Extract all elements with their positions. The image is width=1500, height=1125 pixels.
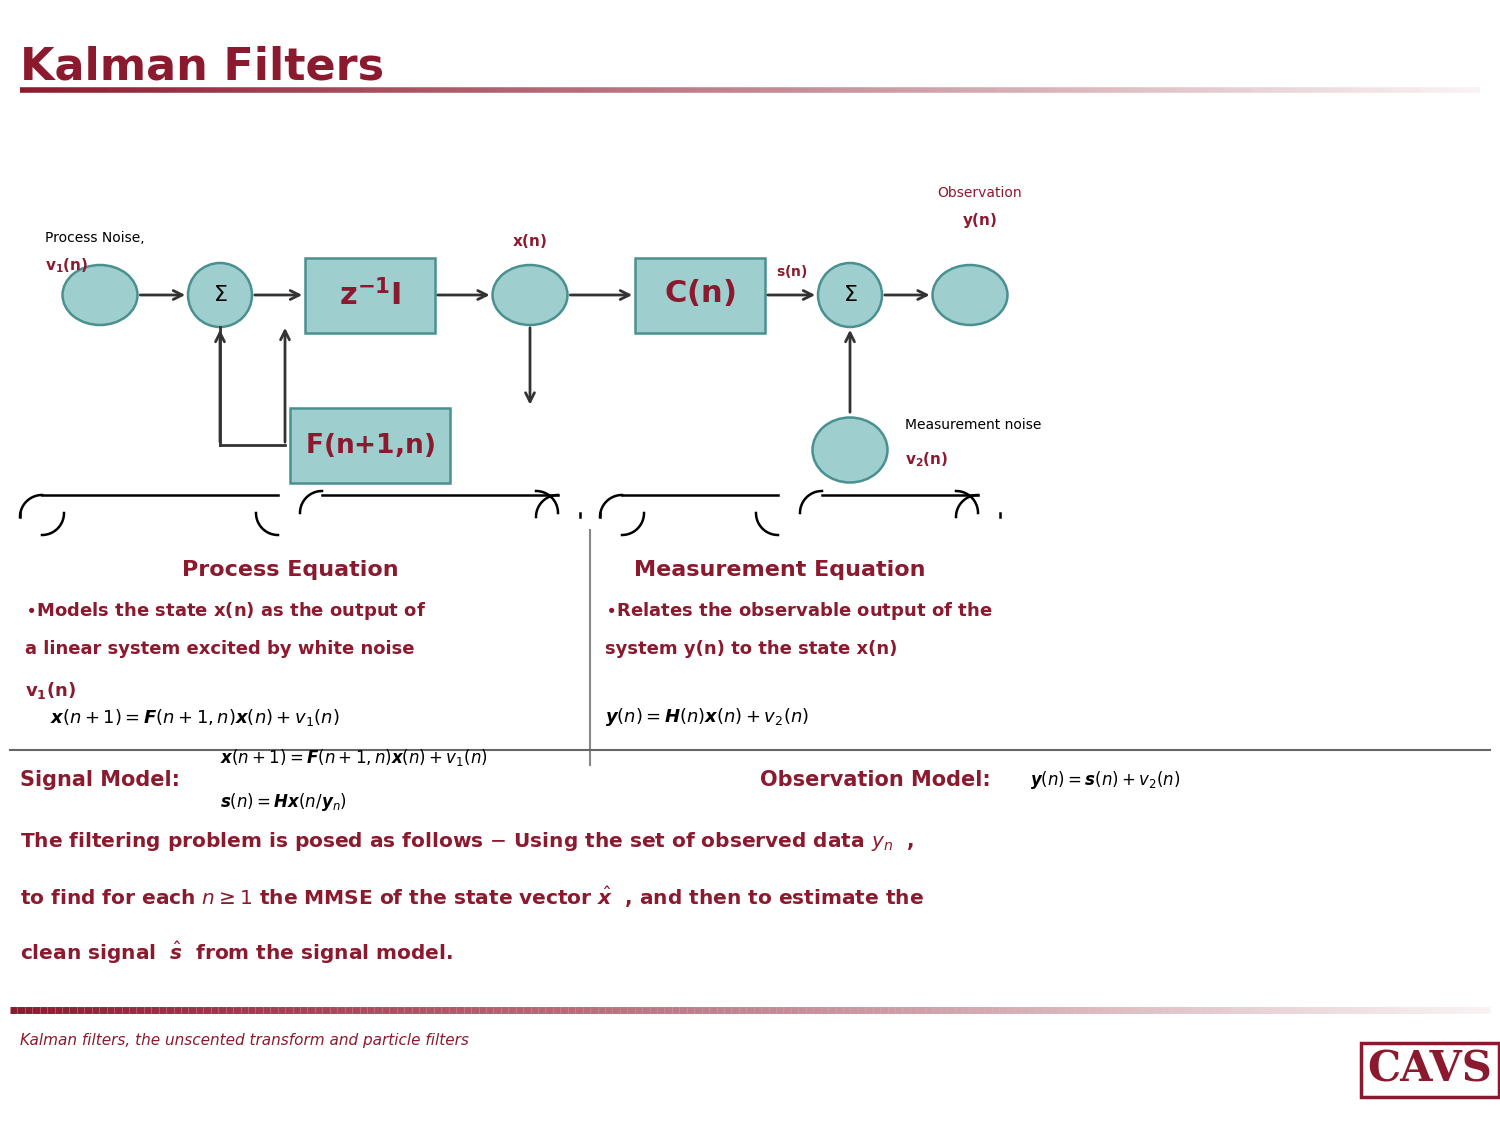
Text: $\boldsymbol{y}(n)=\boldsymbol{s}(n)+v_2(n)$: $\boldsymbol{y}(n)=\boldsymbol{s}(n)+v_2… [1030, 770, 1180, 791]
Text: $\mathbf{s}$(n): $\mathbf{s}$(n) [776, 263, 807, 280]
Text: Measurement Equation: Measurement Equation [634, 560, 926, 580]
Ellipse shape [63, 266, 138, 325]
Ellipse shape [813, 417, 888, 483]
Text: $\mathbf{y}$(n): $\mathbf{y}$(n) [963, 212, 998, 230]
FancyBboxPatch shape [634, 258, 765, 333]
Text: CAVS: CAVS [1368, 1048, 1492, 1091]
Text: to find for each $n\geq1$ the MMSE of the state vector $\hat{\boldsymbol{x}}$  ,: to find for each $n\geq1$ the MMSE of th… [20, 885, 924, 910]
Text: Observation Model:: Observation Model: [760, 770, 990, 790]
Text: $\mathbf{v_2}$(n): $\mathbf{v_2}$(n) [904, 451, 948, 469]
FancyBboxPatch shape [290, 407, 450, 483]
Text: Kalman filters, the unscented transform and particle filters: Kalman filters, the unscented transform … [20, 1033, 470, 1047]
Text: Process Equation: Process Equation [182, 560, 399, 580]
Text: Kalman Filters: Kalman Filters [20, 45, 384, 88]
Text: clean signal  $\hat{\boldsymbol{s}}$  from the signal model.: clean signal $\hat{\boldsymbol{s}}$ from… [20, 940, 453, 966]
Text: $\boldsymbol{s}(n)=\boldsymbol{H}\boldsymbol{x}(n/\boldsymbol{y}_n)$: $\boldsymbol{s}(n)=\boldsymbol{H}\boldsy… [220, 791, 346, 813]
Text: Signal Model:: Signal Model: [20, 770, 180, 790]
Text: Measurement noise: Measurement noise [904, 418, 1041, 432]
Ellipse shape [492, 266, 567, 325]
Text: $\mathbf{x}$(n): $\mathbf{x}$(n) [513, 232, 548, 250]
Text: $\bullet$Relates the observable output of the: $\bullet$Relates the observable output o… [604, 600, 993, 622]
Text: Process Noise,: Process Noise, [45, 231, 144, 245]
Text: $\mathbf{v_1}$(n): $\mathbf{v_1}$(n) [45, 256, 88, 274]
Text: $\Sigma$: $\Sigma$ [213, 285, 228, 305]
Text: $\bullet$Models the state x(n) as the output of: $\bullet$Models the state x(n) as the ou… [26, 600, 426, 622]
Text: Observation: Observation [938, 186, 1023, 200]
Text: $\boldsymbol{x}(n+1)=\boldsymbol{F}(n+1,n)\boldsymbol{x}(n)+v_1(n)$: $\boldsymbol{x}(n+1)=\boldsymbol{F}(n+1,… [50, 706, 339, 728]
Text: a linear system excited by white noise: a linear system excited by white noise [26, 640, 414, 658]
Circle shape [818, 263, 882, 327]
Text: $\mathbf{F}$(n+1,n): $\mathbf{F}$(n+1,n) [304, 431, 435, 459]
Ellipse shape [933, 266, 1008, 325]
Text: $\boldsymbol{x}(n+1)=\boldsymbol{F}(n+1,n)\boldsymbol{x}(n)+v_1(n)$: $\boldsymbol{x}(n+1)=\boldsymbol{F}(n+1,… [220, 747, 488, 768]
Text: $\boldsymbol{y}(n)=\boldsymbol{H}(n)\boldsymbol{x}(n)+v_2(n)$: $\boldsymbol{y}(n)=\boldsymbol{H}(n)\bol… [604, 706, 808, 728]
Text: $\mathbf{v_1}$(n): $\mathbf{v_1}$(n) [26, 680, 76, 701]
FancyBboxPatch shape [304, 258, 435, 333]
Text: $\mathbf{z^{-1}I}$: $\mathbf{z^{-1}I}$ [339, 279, 400, 312]
Text: The filtering problem is posed as follows $-$ Using the set of observed data $\b: The filtering problem is posed as follow… [20, 830, 914, 853]
Circle shape [188, 263, 252, 327]
Text: system y(n) to the state x(n): system y(n) to the state x(n) [604, 640, 897, 658]
Text: $\mathbf{C}$(n): $\mathbf{C}$(n) [664, 278, 735, 308]
Text: $\Sigma$: $\Sigma$ [843, 285, 858, 305]
